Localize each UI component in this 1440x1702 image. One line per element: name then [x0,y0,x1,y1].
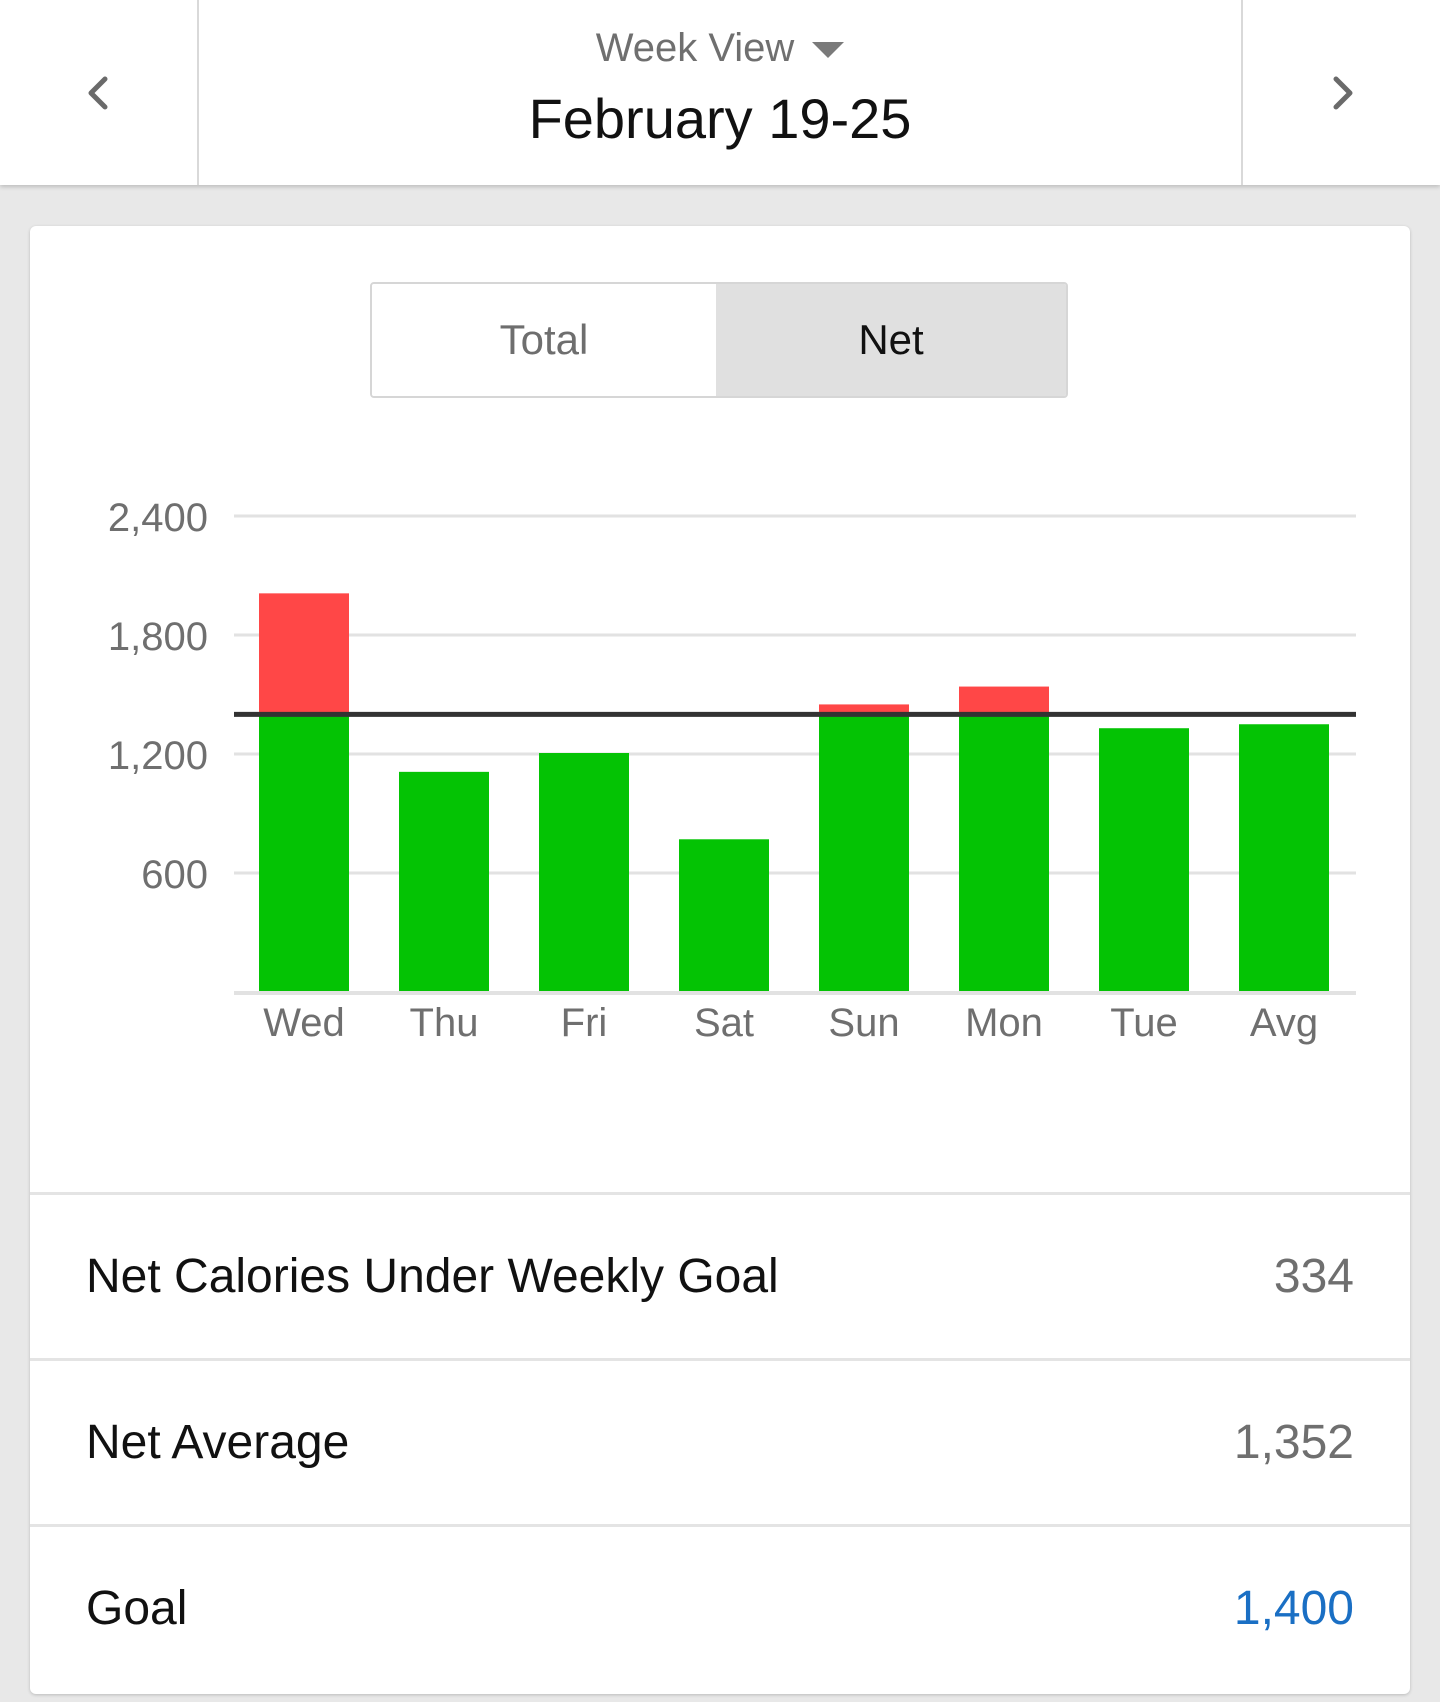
bar-sun-over-goal [819,704,909,715]
stat-value-goal[interactable]: 1,400 [1233,1582,1354,1635]
x-tick-label: Avg [1250,1001,1318,1045]
view-mode-label: Week View [595,26,795,70]
y-tick-label: 1,800 [108,615,208,659]
bar-mon-over-goal [959,686,1049,715]
chevron-right-icon [1333,76,1352,109]
stat-value-under-goal: 334 [1273,1250,1354,1303]
y-tick-label: 600 [141,853,208,897]
x-tick-label: Fri [561,1001,608,1045]
caret-down-icon [812,41,845,58]
x-tick-label: Sat [694,1001,754,1045]
bar-sun-under-goal [819,714,909,992]
bar-avg-under-goal [1239,724,1329,992]
bar-mon-under-goal [959,714,1049,992]
bar-thu-under-goal [399,771,489,992]
view-mode-dropdown[interactable]: Week View [199,26,1241,71]
stat-label-goal: Goal [86,1582,188,1635]
date-range-title: February 19-25 [528,87,912,150]
previous-week-button[interactable] [0,0,199,185]
bar-sat-under-goal [679,839,769,992]
week-header: Week View February 19-25 [199,0,1241,185]
stat-row-net-average: Net Average 1,352 [30,1358,1410,1524]
stat-row-goal[interactable]: Goal 1,400 [30,1524,1410,1690]
bar-tue-under-goal [1099,728,1189,992]
x-tick-label: Tue [1110,1001,1177,1045]
calories-card: Total Net 600 1,200 1,800 2,400 Wed Thu Fri Sat… [30,226,1410,1694]
x-tick-label: Wed [263,1001,345,1045]
toggle-total-button[interactable]: Total [372,284,716,396]
total-net-toggle: Total Net [370,282,1068,398]
bar-fri-under-goal [539,753,629,992]
stat-row-under-goal: Net Calories Under Weekly Goal 334 [30,1192,1410,1358]
y-tick-label: 2,400 [108,496,208,540]
y-tick-label: 1,200 [108,734,208,778]
net-calories-chart: 600 1,200 1,800 2,400 Wed Thu Fri Sat Sun Mon Tue A… [108,496,1356,1045]
chevron-left-icon [88,76,107,109]
stat-label-net-average: Net Average [86,1416,350,1469]
bar-wed-over-goal [259,593,349,715]
x-tick-label: Mon [965,1001,1043,1045]
stat-label-under-goal: Net Calories Under Weekly Goal [86,1250,779,1303]
x-tick-label: Thu [410,1001,479,1045]
toggle-net-button[interactable]: Net [716,284,1066,396]
top-bar: Week View February 19-25 [0,0,1440,185]
next-week-button[interactable] [1241,0,1440,185]
bar-wed-under-goal [259,714,349,992]
stat-value-net-average: 1,352 [1233,1416,1354,1469]
x-tick-label: Sun [828,1001,899,1045]
stats-list: Net Calories Under Weekly Goal 334 Net A… [30,1192,1410,1690]
